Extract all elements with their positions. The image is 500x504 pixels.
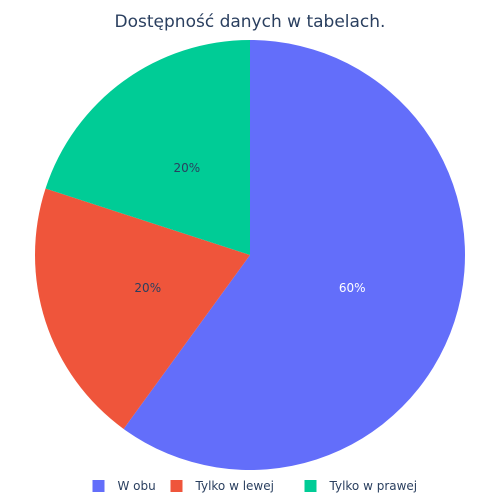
legend-swatch-tylko-w-prawej bbox=[304, 480, 317, 492]
legend-label-tylko-w-prawej: Tylko w prawej bbox=[329, 479, 418, 493]
slice-label-w-obu: 60% bbox=[339, 281, 366, 295]
slice-label-tylko-w-prawej: 20% bbox=[173, 161, 200, 175]
legend-label-tylko-w-lewej: Tylko w lewej bbox=[195, 479, 274, 493]
legend-swatch-w-obu bbox=[92, 480, 105, 492]
pie-slice-tylko-w-lewej bbox=[34, 188, 251, 429]
legend-item-tylko-w-lewej[interactable]: Tylko w lewej bbox=[170, 479, 274, 493]
legend-item-tylko-w-prawej[interactable]: Tylko w prawej bbox=[304, 479, 418, 493]
pie-slice-tylko-w-prawej bbox=[45, 40, 250, 255]
pie-slice-w-obu bbox=[123, 40, 466, 470]
legend: W obu Tylko w lewej Tylko w prawej bbox=[92, 479, 418, 493]
chart-title: Dostępność danych w tabelach. bbox=[115, 12, 386, 32]
legend-item-w-obu[interactable]: W obu bbox=[92, 479, 156, 493]
pie-slices bbox=[34, 40, 466, 470]
legend-swatch-tylko-w-lewej bbox=[170, 480, 183, 492]
slice-label-tylko-w-lewej: 20% bbox=[134, 281, 161, 295]
legend-label-w-obu: W obu bbox=[118, 479, 156, 493]
pie-slice-labels: 60% 20% 20% bbox=[134, 161, 365, 295]
